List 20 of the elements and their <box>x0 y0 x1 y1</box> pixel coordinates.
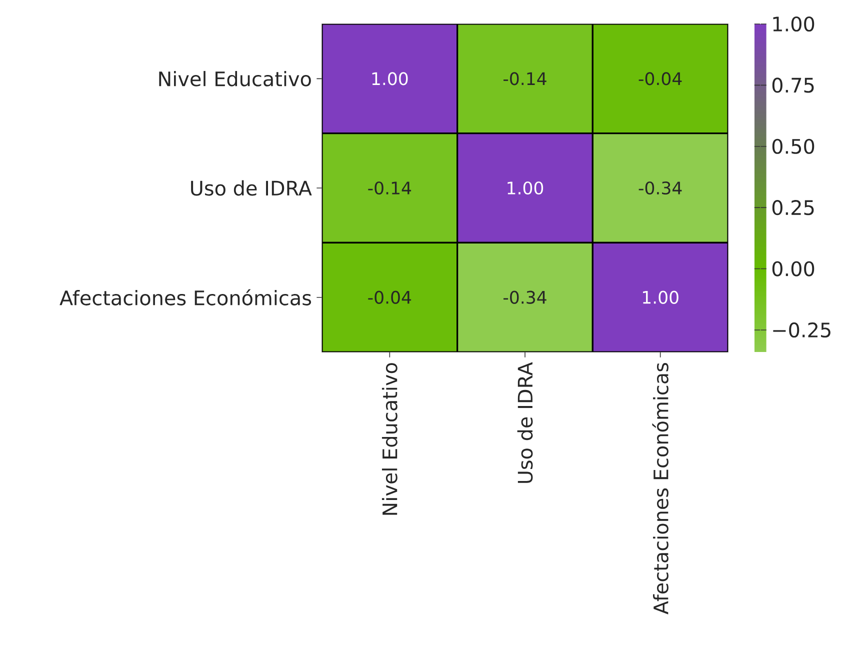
data-label: -0.34 <box>503 290 546 304</box>
color-bar-label: 0.50 <box>772 138 814 154</box>
data-label: -0.34 <box>638 181 682 195</box>
data-label: 1.00 <box>643 290 678 304</box>
color-bar-label: 0.00 <box>772 261 814 276</box>
color-bar-label: 0.75 <box>772 78 814 93</box>
data-label: -0.04 <box>368 290 412 304</box>
data-label: 1.00 <box>508 181 544 195</box>
x-tick-label: Afectaciones Económicas <box>652 362 668 614</box>
y-tick-label: Uso de IDRA <box>191 180 312 196</box>
color-bar-label: 0.25 <box>772 200 814 216</box>
color-bar-label: −0.25 <box>773 322 830 338</box>
data-label: -0.14 <box>503 72 546 86</box>
x-tick-label: Uso de IDRA <box>517 362 533 483</box>
y-tick-label: Afectaciones Económicas <box>60 289 312 306</box>
data-label: 1.00 <box>372 72 408 86</box>
color-bar-label: 1.00 <box>773 16 814 32</box>
data-label: -0.14 <box>368 181 412 195</box>
data-label: -0.04 <box>638 72 682 86</box>
y-tick-label: Nivel Educativo <box>159 70 311 86</box>
